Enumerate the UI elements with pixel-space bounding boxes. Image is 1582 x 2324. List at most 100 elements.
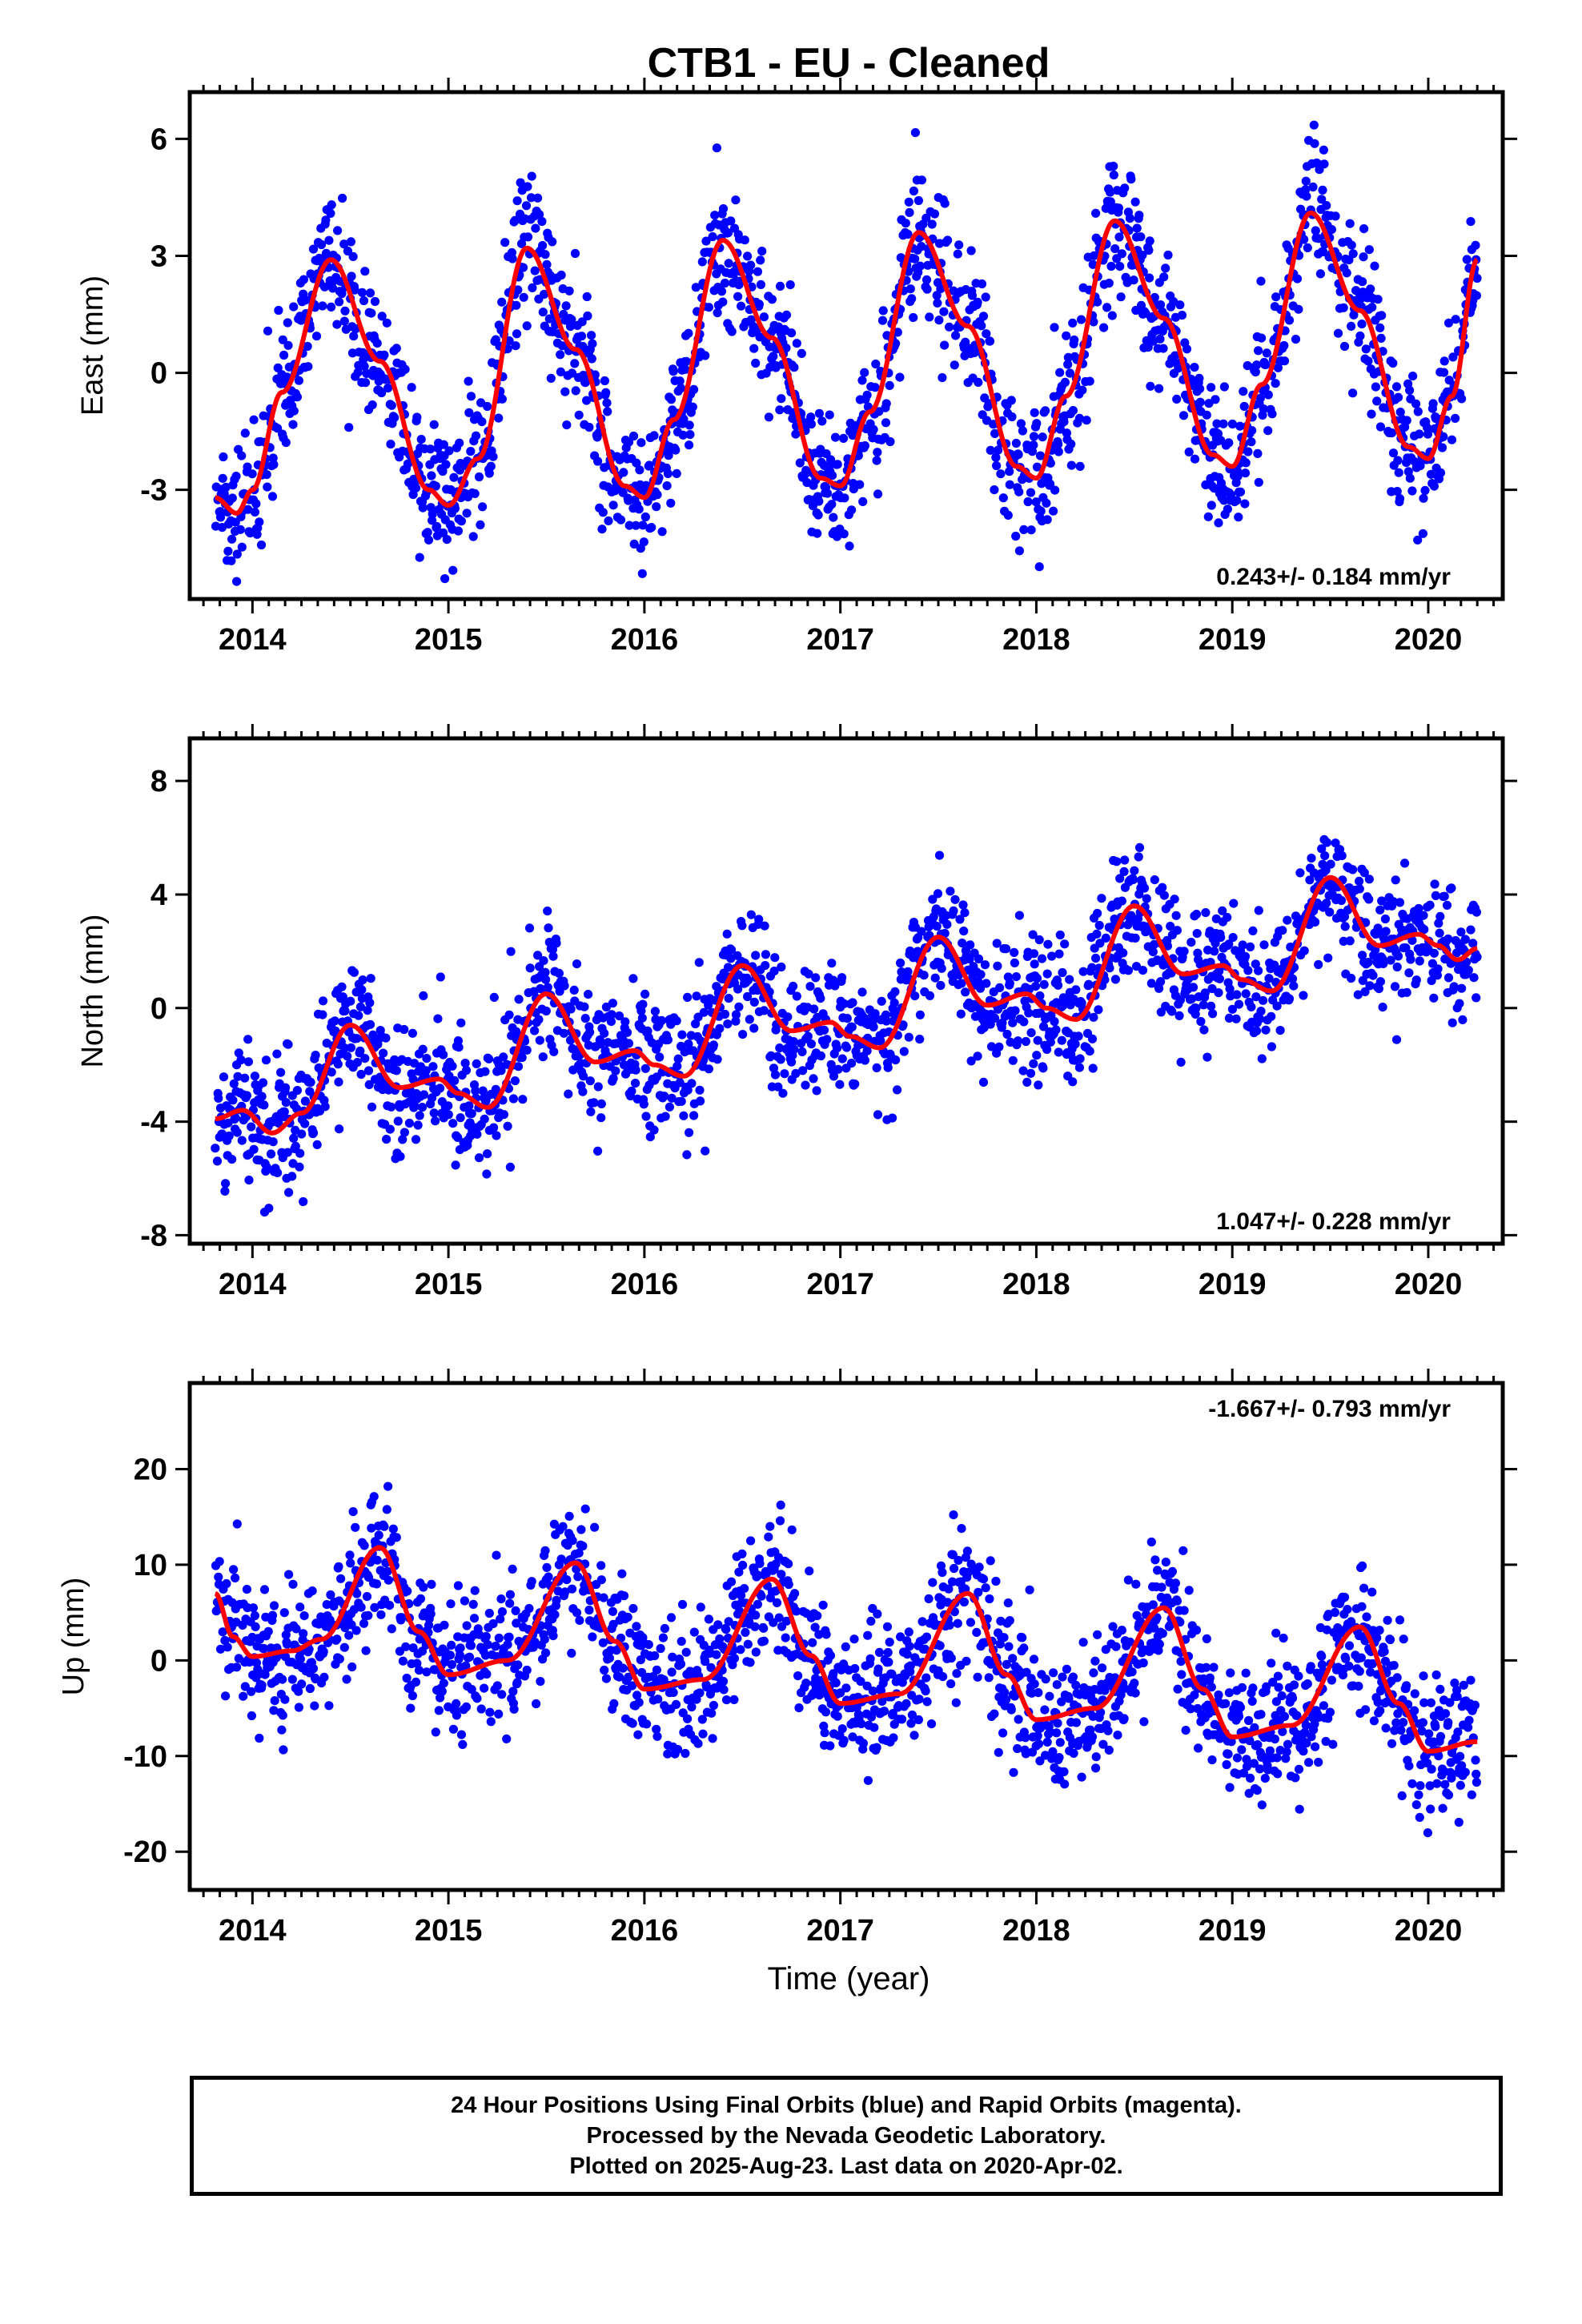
data-point <box>458 1739 468 1749</box>
data-point <box>491 1642 500 1651</box>
data-point <box>809 1004 819 1014</box>
data-point <box>1355 884 1364 894</box>
data-point <box>724 259 733 268</box>
data-point <box>1377 896 1387 906</box>
data-point <box>618 1663 628 1673</box>
data-point <box>891 1055 901 1065</box>
data-point <box>1026 488 1036 497</box>
data-point <box>422 1054 432 1063</box>
data-point <box>1175 300 1185 310</box>
data-point <box>837 973 847 983</box>
data-point <box>527 171 536 181</box>
data-point <box>1150 939 1159 949</box>
data-point <box>1348 865 1358 875</box>
data-point <box>1357 320 1367 329</box>
data-point <box>673 1744 683 1755</box>
data-point <box>403 459 412 468</box>
north-panel: 2014 2015 2016 2017 2018 2019 2020-8-4048North… <box>76 724 1517 1301</box>
data-point <box>1114 232 1124 242</box>
data-point <box>1055 368 1065 377</box>
data-point <box>331 1026 340 1035</box>
data-point <box>1195 373 1204 383</box>
data-point <box>669 1687 678 1697</box>
data-point <box>1112 857 1122 866</box>
data-point <box>297 1679 307 1689</box>
data-point <box>847 505 857 515</box>
data-point <box>623 1612 632 1622</box>
data-point <box>1319 247 1328 257</box>
data-point <box>751 1647 761 1657</box>
data-point <box>303 341 312 352</box>
data-point <box>1241 989 1251 999</box>
data-point <box>842 1014 852 1023</box>
data-point <box>556 367 566 376</box>
data-point <box>1413 535 1423 545</box>
data-point <box>260 1670 270 1679</box>
data-point <box>1014 449 1023 460</box>
data-point <box>1126 175 1136 184</box>
data-point <box>1457 983 1467 993</box>
data-point <box>300 1119 310 1128</box>
data-point <box>1375 977 1385 987</box>
data-point <box>759 1636 769 1646</box>
data-point <box>349 332 359 341</box>
data-point <box>1046 479 1055 489</box>
data-point <box>1272 1001 1282 1011</box>
data-point <box>933 889 943 899</box>
data-point <box>562 1575 572 1585</box>
data-point <box>738 1560 748 1570</box>
data-point <box>746 910 756 919</box>
data-point <box>328 283 338 293</box>
data-point <box>663 1749 673 1759</box>
data-point <box>1148 947 1158 957</box>
data-point <box>835 1080 845 1089</box>
data-point <box>576 1525 586 1534</box>
data-point <box>573 1572 583 1582</box>
data-point <box>850 1080 860 1089</box>
data-point <box>915 1035 925 1044</box>
data-point <box>910 254 920 263</box>
data-point <box>1207 383 1216 392</box>
data-point <box>513 1062 524 1072</box>
data-point <box>549 1519 560 1529</box>
data-point <box>1336 895 1347 906</box>
data-point <box>1263 390 1273 400</box>
data-point <box>539 956 548 966</box>
data-point <box>464 376 473 386</box>
data-point <box>889 998 899 1007</box>
data-point <box>734 1002 744 1011</box>
data-point <box>596 1113 606 1123</box>
data-point <box>508 1564 517 1574</box>
data-point <box>1104 279 1114 288</box>
data-point <box>324 1701 334 1711</box>
data-point <box>645 1132 655 1142</box>
data-point <box>950 895 960 904</box>
data-point <box>609 1699 619 1708</box>
data-point <box>480 1114 489 1124</box>
data-point <box>1439 432 1448 441</box>
data-point <box>374 1530 383 1540</box>
data-point <box>284 1570 294 1579</box>
data-point <box>1082 416 1091 425</box>
data-point <box>232 1128 242 1137</box>
data-point <box>942 919 952 929</box>
data-point <box>961 987 970 997</box>
data-point <box>437 1687 447 1696</box>
data-point <box>1319 159 1329 169</box>
data-point <box>1054 1047 1063 1057</box>
data-point <box>305 1683 315 1694</box>
data-point <box>1233 472 1243 481</box>
data-point <box>806 420 817 429</box>
data-point <box>1190 454 1200 464</box>
y-tick-label: 0 <box>151 992 167 1026</box>
data-point <box>588 1632 597 1642</box>
data-point <box>240 428 250 438</box>
data-point <box>511 1606 520 1615</box>
data-point <box>839 999 849 1008</box>
data-point <box>1466 217 1476 227</box>
data-point <box>382 1505 391 1514</box>
data-point <box>1340 922 1350 931</box>
data-point <box>1405 385 1415 395</box>
data-point <box>231 1573 240 1582</box>
data-point <box>421 1066 431 1076</box>
